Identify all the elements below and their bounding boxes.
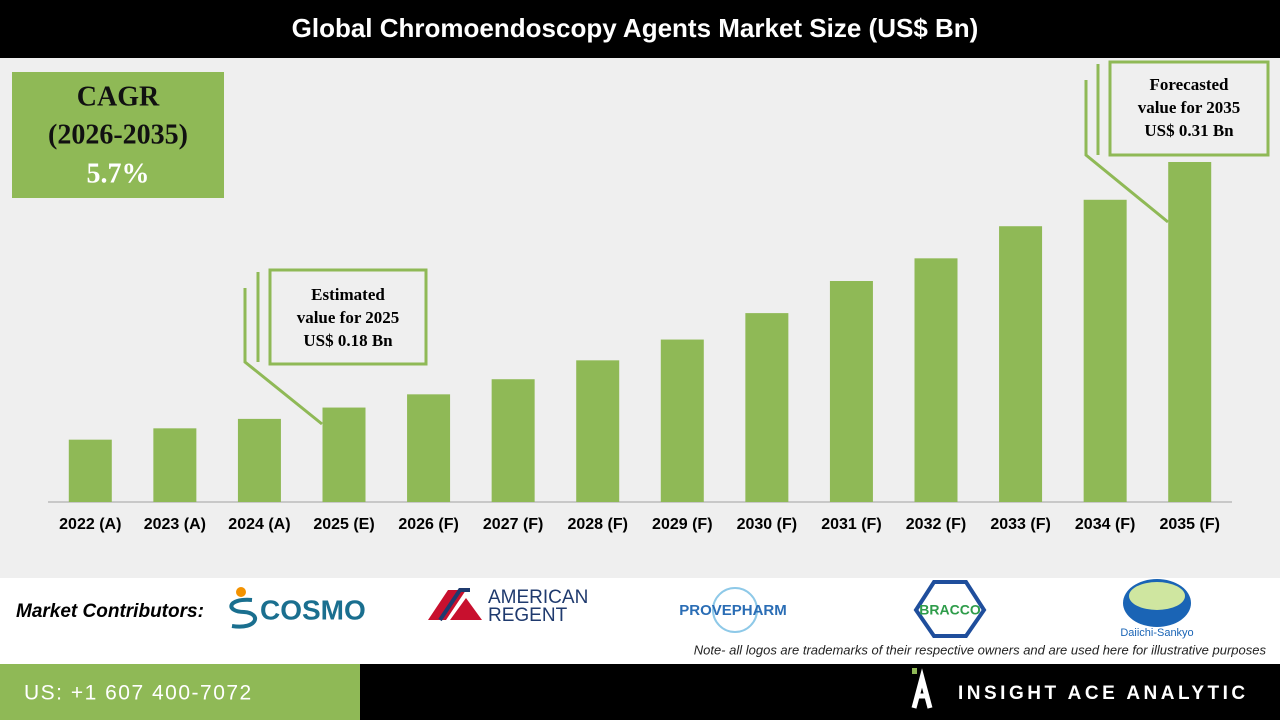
bar <box>407 394 451 502</box>
callout-line: value for 2025 <box>297 308 400 327</box>
contributors-label: Market Contributors: <box>16 601 204 622</box>
cagr-box <box>12 72 224 198</box>
callout-line: Forecasted <box>1150 75 1230 94</box>
callout-line: US$ 0.18 Bn <box>303 331 393 350</box>
logo-daiichi: Daiichi-Sankyo <box>1120 627 1193 639</box>
bar <box>576 360 620 502</box>
x-tick-label: 2031 (F) <box>821 516 881 533</box>
logo-icon <box>229 597 257 629</box>
logo-american-regent: AMERICAN <box>488 587 588 608</box>
bar <box>491 379 535 502</box>
x-tick-label: 2029 (F) <box>652 516 712 533</box>
callout-line: Estimated <box>311 285 385 304</box>
bar <box>660 339 704 502</box>
cagr-label: CAGR <box>77 81 160 112</box>
note: Note- all logos are trademarks of their … <box>694 642 1267 657</box>
brand-icon <box>911 668 933 709</box>
logo-icon <box>712 587 758 633</box>
logo-icon <box>913 580 987 638</box>
footer-phone: US: +1 607 400-7072 <box>24 682 253 705</box>
callout-line: US$ 0.31 Bn <box>1144 121 1234 140</box>
x-tick-label: 2025 (E) <box>313 516 374 533</box>
bar <box>1168 162 1212 502</box>
chart-title: Global Chromoendoscopy Agents Market Siz… <box>292 13 979 43</box>
cagr-period: (2026-2035) <box>48 119 188 150</box>
logo-provepharm: PROVEPHARM <box>679 602 787 619</box>
logo-american-regent: REGENT <box>488 605 568 626</box>
bar <box>829 281 873 502</box>
bar <box>914 258 958 502</box>
x-tick-label: 2023 (A) <box>144 516 206 533</box>
callout-estimated <box>243 268 428 426</box>
x-tick-label: 2028 (F) <box>567 516 627 533</box>
footer-brand: INSIGHT ACE ANALYTIC <box>958 683 1249 704</box>
logo-icon <box>236 587 246 597</box>
bar <box>322 407 366 502</box>
bar <box>153 428 197 502</box>
logo-icon <box>438 588 470 622</box>
x-tick-label: 2035 (F) <box>1159 516 1219 533</box>
x-tick-label: 2032 (F) <box>906 516 966 533</box>
footer-phone-band <box>0 664 360 720</box>
title-bar <box>0 0 1280 58</box>
x-tick-label: 2024 (A) <box>228 516 290 533</box>
cagr-value: 5.7% <box>87 158 150 189</box>
callout-forecast <box>1084 60 1270 224</box>
x-tick-label: 2022 (A) <box>59 516 121 533</box>
x-tick-label: 2026 (F) <box>398 516 458 533</box>
x-tick-label: 2027 (F) <box>483 516 543 533</box>
contributors-band <box>0 578 1280 664</box>
logo-icon <box>1129 582 1185 610</box>
logo-icon <box>428 590 482 620</box>
x-tick-label: 2034 (F) <box>1075 516 1135 533</box>
bar <box>745 313 789 502</box>
callout-line: value for 2035 <box>1138 98 1241 117</box>
x-tick-label: 2030 (F) <box>737 516 797 533</box>
bar <box>999 226 1043 502</box>
logo-cosmo: COSMO <box>260 594 366 625</box>
bar <box>237 418 281 502</box>
bars: 2022 (A) 2023 (A) 2024 (A) 2025 (E) 2026 (F)… <box>59 162 1220 533</box>
bar <box>1083 199 1127 502</box>
bar <box>68 439 112 502</box>
logo-bracco: BRACCO <box>919 602 981 618</box>
brand-icon <box>912 668 917 674</box>
x-tick-label: 2033 (F) <box>990 516 1050 533</box>
